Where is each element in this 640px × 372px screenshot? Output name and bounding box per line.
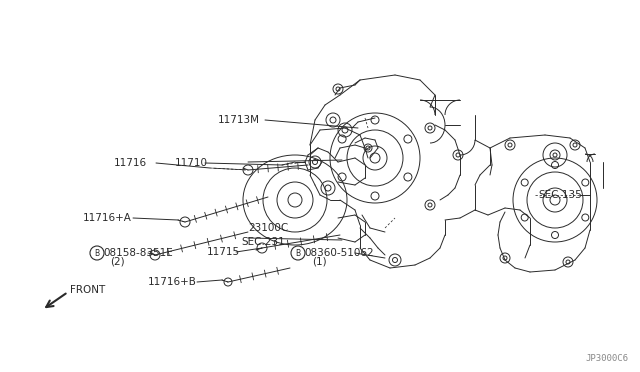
Text: 08360-51062: 08360-51062 — [304, 248, 374, 258]
Text: 11713M: 11713M — [218, 115, 260, 125]
Text: JP3000C6: JP3000C6 — [585, 354, 628, 363]
Text: (1): (1) — [312, 257, 326, 267]
Text: SEC.231: SEC.231 — [241, 237, 285, 247]
Text: B: B — [95, 248, 100, 257]
Text: SEC.135: SEC.135 — [538, 190, 582, 200]
Text: 11715: 11715 — [207, 247, 240, 257]
Text: B: B — [296, 248, 301, 257]
Text: 11716: 11716 — [114, 158, 147, 168]
Text: 11710: 11710 — [175, 158, 208, 168]
Text: FRONT: FRONT — [70, 285, 105, 295]
Text: 08158-8351E: 08158-8351E — [103, 248, 173, 258]
Text: 11716+A: 11716+A — [83, 213, 132, 223]
Text: 23100C: 23100C — [248, 223, 288, 233]
Text: 11716+B: 11716+B — [148, 277, 197, 287]
Text: (2): (2) — [110, 257, 125, 267]
